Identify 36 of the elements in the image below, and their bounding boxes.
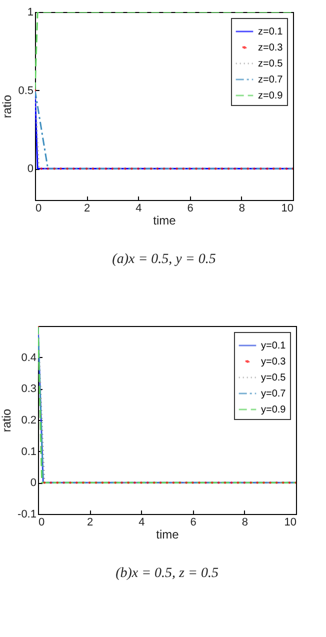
y-tick-label: 0 <box>30 477 36 490</box>
x-axis-title: time <box>153 214 176 228</box>
x-tick-label: 0 <box>38 516 45 528</box>
y-tick-label: 0.4 <box>21 352 36 364</box>
legend-label: z=0.3 <box>258 42 284 54</box>
legend-label: y=0.9 <box>261 404 286 416</box>
x-tick-label: 10 <box>281 202 294 214</box>
legend-label: y=0.7 <box>261 388 286 400</box>
x-tick-label: 2 <box>87 516 94 528</box>
y-tick-label: -0.1 <box>18 508 36 520</box>
y-tick-label: 0.5 <box>18 84 34 97</box>
x-tick-label: 4 <box>136 202 142 214</box>
x-axis-title: time <box>156 528 180 542</box>
y-axis-title: ratio <box>0 94 14 118</box>
y-tick-label: 0.2 <box>21 414 36 426</box>
legend-label: y=0.3 <box>261 356 286 368</box>
legend-label: z=0.7 <box>258 74 284 86</box>
legend-label: z=0.1 <box>258 26 284 38</box>
x-tick-label: 10 <box>284 516 296 528</box>
legend-label: z=0.5 <box>258 58 284 70</box>
x-tick-label: 6 <box>187 202 194 214</box>
y-tick-label: 0.3 <box>21 383 36 396</box>
text: (b)x = 0.5, z = 0.5 <box>116 566 218 581</box>
legend-label: z=0.9 <box>258 90 284 102</box>
x-tick-label: 8 <box>242 516 248 528</box>
legend-label: y=0.5 <box>261 372 286 384</box>
x-tick-label: 8 <box>238 202 245 214</box>
legend-label: y=0.1 <box>261 340 286 352</box>
y-tick-label: 0.1 <box>21 446 36 458</box>
y-tick-label: 0 <box>27 163 34 176</box>
x-tick-label: 2 <box>84 202 90 214</box>
y-axis-title: ratio <box>0 408 14 432</box>
text: (a)x = 0.5, y = 0.5 <box>112 252 216 267</box>
x-tick-label: 6 <box>190 516 196 528</box>
y-tick-label: 1 <box>27 6 34 18</box>
x-tick-label: 4 <box>138 516 145 528</box>
